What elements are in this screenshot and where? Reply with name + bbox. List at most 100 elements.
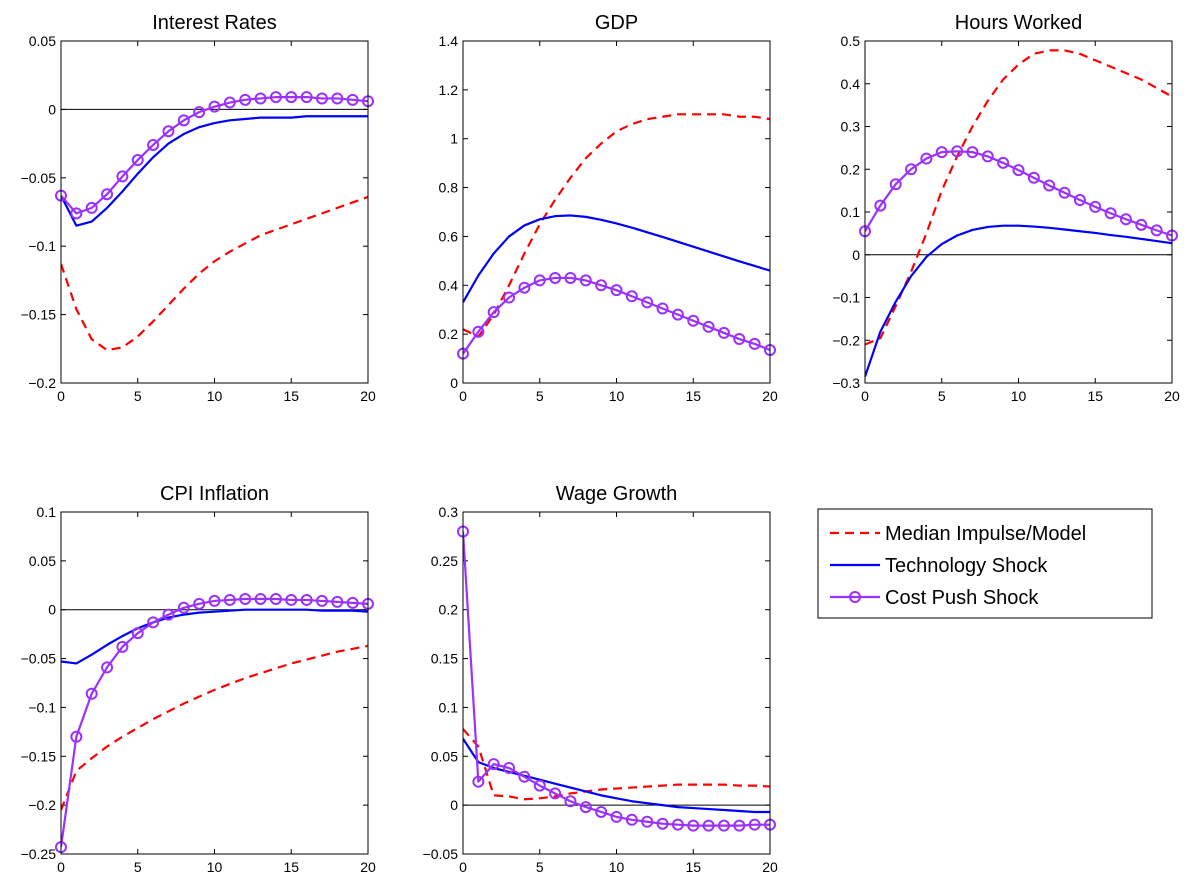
series-marker-cost_push [702, 320, 715, 333]
legend-label: Median Impulse/Model [885, 523, 1086, 545]
series-marker-cost_push [269, 91, 282, 104]
series-marker-cost_push [733, 333, 746, 346]
x-tick-label: 10 [1011, 388, 1027, 404]
series-marker-cost_push [874, 199, 887, 212]
series-marker-cost_push [748, 337, 761, 350]
y-tick-label: 0 [48, 602, 56, 618]
series-marker-cost_push [966, 146, 979, 159]
x-tick-label: 5 [536, 388, 544, 404]
series-marker-cost_push [595, 279, 608, 292]
plot-area-border [462, 40, 771, 384]
plot-area-border [60, 511, 369, 855]
series-marker-cost_push [641, 815, 654, 828]
panel-title: Hours Worked [955, 12, 1082, 34]
series-marker-cost_push [269, 592, 282, 605]
series-marker-cost_push [702, 819, 715, 832]
y-tick-label: 0 [450, 797, 458, 813]
series-marker-cost_push [920, 152, 933, 165]
x-tick-label: 5 [134, 859, 142, 875]
y-tick-label: 0.4 [439, 277, 459, 293]
series-line-median [865, 49, 1172, 346]
y-tick-label: 0.8 [439, 180, 459, 196]
series-marker-cost_push [625, 813, 638, 826]
y-tick-label: 0.3 [439, 504, 459, 520]
series-marker-cost_push [193, 597, 206, 610]
series-marker-cost_push [656, 817, 669, 830]
series-marker-cost_push [1012, 164, 1025, 177]
series-marker-cost_push [208, 594, 221, 607]
series-marker-cost_push [1058, 186, 1071, 199]
y-tick-label: 0.05 [29, 553, 56, 569]
legend-box [817, 508, 1153, 619]
series-marker-cost_push [656, 302, 669, 315]
panel-title: Interest Rates [152, 12, 277, 34]
y-tick-label: −0.05 [21, 170, 57, 186]
series-marker-cost_push [208, 100, 221, 113]
subplot-1: Interest Rates 0 5 10 15 20 −0.2 −0.15 −0.1 −0.05… [21, 12, 376, 404]
x-tick-label: 20 [360, 388, 376, 404]
y-tick-label: −0.05 [423, 846, 459, 862]
series-marker-cost_push [147, 138, 160, 151]
series-marker-cost_push [625, 290, 638, 303]
series-marker-cost_push [70, 730, 83, 743]
x-tick-label: 0 [861, 388, 869, 404]
series-marker-cost_push [503, 291, 516, 304]
y-tick-label: 0.1 [841, 204, 861, 220]
y-tick-label: −0.2 [832, 332, 860, 348]
subplot-3: Hours Worked 0 5 10 15 20 −0.3 −0.2 −0.1 0 0.1 0.2 0… [832, 12, 1180, 404]
series-marker-cost_push [671, 818, 684, 831]
series-line-median [61, 195, 368, 352]
y-tick-label: 0.4 [841, 76, 861, 92]
series-marker-cost_push [285, 91, 298, 104]
y-tick-label: 0.05 [29, 33, 56, 49]
series-marker-cost_push [85, 687, 98, 700]
series-marker-cost_push [193, 106, 206, 119]
series-marker-cost_push [518, 770, 531, 783]
y-tick-label: −0.25 [21, 846, 57, 862]
y-tick-label: −0.15 [21, 307, 57, 323]
legend: Median Impulse/Model Technology Shock Cost… [817, 508, 1153, 619]
y-tick-label: 0 [852, 247, 860, 263]
series-marker-cost_push [1073, 194, 1086, 207]
series-marker-cost_push [331, 92, 344, 105]
x-tick-label: 5 [536, 859, 544, 875]
series-marker-cost_push [177, 114, 190, 127]
series-marker-cost_push [733, 819, 746, 832]
series-marker-cost_push [472, 325, 485, 338]
series-line-technology [463, 738, 770, 814]
x-tick-label: 15 [283, 859, 299, 875]
legend-item-median: Median Impulse/Model [830, 523, 1086, 545]
series-marker-cost_push [346, 93, 359, 106]
series-marker-cost_push [239, 592, 252, 605]
subplot-4: CPI Inflation 0 5 10 15 20 −0.25 −0.2 −0.15 −0.1 −… [21, 483, 376, 875]
y-tick-label: 0.1 [37, 504, 57, 520]
y-tick-label: 0.1 [439, 699, 459, 715]
y-tick-label: 0.2 [439, 602, 459, 618]
y-tick-label: 0.5 [841, 33, 861, 49]
plot-area-border [60, 40, 369, 384]
y-tick-label: 0.2 [841, 161, 861, 177]
y-tick-label: 0.05 [431, 748, 458, 764]
series-marker-cost_push [254, 92, 267, 105]
series-line-technology [61, 115, 368, 227]
series-marker-cost_push [346, 596, 359, 609]
series-marker-cost_push [717, 819, 730, 832]
series-marker-cost_push [549, 271, 562, 284]
series-marker-cost_push [671, 308, 684, 321]
panel-title: Wage Growth [556, 483, 678, 505]
y-tick-label: −0.2 [28, 797, 56, 813]
series-line-technology [463, 214, 770, 303]
series-marker-cost_push [564, 795, 577, 808]
series-marker-cost_push [981, 150, 994, 163]
series-marker-cost_push [951, 145, 964, 158]
series-marker-cost_push [1043, 179, 1056, 192]
series-marker-cost_push [177, 601, 190, 614]
series-marker-cost_push [131, 627, 144, 640]
series-marker-cost_push [487, 758, 500, 771]
series-marker-cost_push [717, 326, 730, 339]
panel-title: CPI Inflation [160, 483, 269, 505]
series-marker-cost_push [1119, 213, 1132, 226]
series-marker-cost_push [285, 593, 298, 606]
